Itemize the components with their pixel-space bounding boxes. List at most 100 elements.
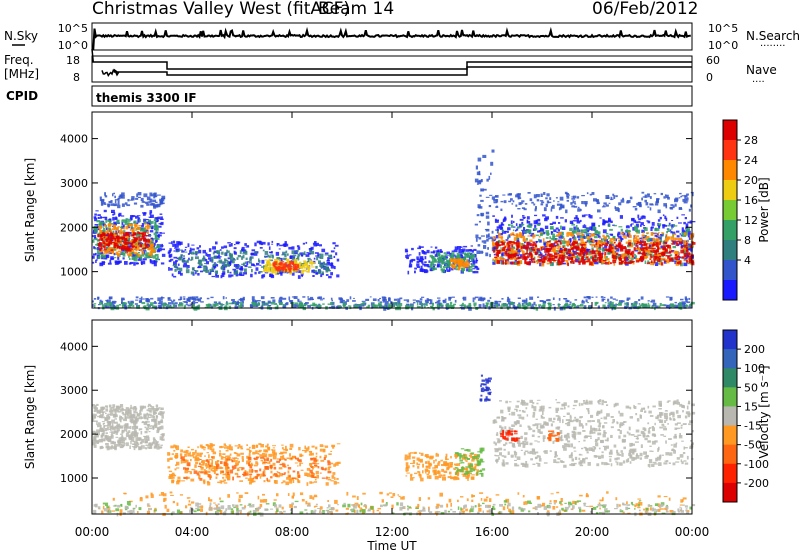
radar-cell	[209, 259, 214, 262]
radar-cell	[265, 445, 269, 448]
radar-cell	[151, 418, 156, 422]
radar-cell	[170, 299, 172, 301]
radar-cell	[148, 427, 153, 430]
radar-cell	[629, 244, 633, 248]
radar-cell	[686, 193, 689, 196]
radar-cell	[213, 265, 217, 268]
radar-cell	[218, 259, 223, 263]
radar-cell	[554, 255, 558, 259]
radar-cell	[657, 219, 661, 222]
radar-cell	[239, 302, 243, 305]
radar-cell	[608, 236, 610, 240]
radar-cell	[586, 251, 588, 255]
radar-cell	[104, 217, 108, 221]
radar-cell	[93, 253, 96, 256]
radar-cell	[190, 251, 195, 255]
radar-cell	[527, 221, 531, 224]
radar-cell	[426, 298, 429, 301]
radar-cell	[150, 222, 152, 225]
radar-cell	[311, 262, 316, 265]
radar-cell	[107, 219, 111, 222]
radar-cell	[639, 237, 642, 240]
radar-cell	[430, 251, 435, 254]
radar-cell	[229, 257, 234, 261]
radar-cell	[268, 256, 272, 258]
radar-cell	[336, 258, 340, 262]
radar-cell	[230, 259, 233, 263]
radar-cell	[113, 212, 116, 215]
radar-cell	[573, 255, 576, 258]
radar-cell	[226, 249, 228, 254]
radar-cell	[655, 305, 659, 309]
radar-cell	[421, 269, 426, 273]
radar-cell	[556, 238, 558, 240]
radar-cell	[628, 242, 631, 246]
radar-cell	[436, 264, 440, 268]
radar-cell	[121, 234, 123, 236]
radar-cell	[139, 233, 143, 237]
radar-cell	[619, 302, 622, 305]
radar-cell	[372, 298, 377, 301]
radar-cell	[601, 248, 606, 252]
radar-cell	[531, 260, 534, 263]
radar-cell	[271, 268, 274, 273]
radar-cell	[324, 263, 328, 265]
radar-cell	[111, 209, 115, 213]
radar-cell	[333, 247, 336, 250]
radar-cell	[649, 256, 653, 258]
radar-cell	[99, 245, 102, 249]
radar-cell	[291, 272, 295, 276]
radar-cell	[276, 273, 280, 275]
radar-cell	[533, 261, 536, 264]
radar-cell	[599, 259, 601, 263]
radar-cell	[113, 257, 117, 259]
radar-cell	[320, 265, 323, 269]
radar-cell	[127, 300, 130, 304]
radar-cell	[513, 257, 518, 260]
radar-cell	[117, 253, 121, 257]
radar-cell	[144, 417, 148, 420]
radar-cell	[516, 226, 521, 229]
radar-cell	[541, 228, 545, 233]
radar-cell	[666, 304, 670, 309]
radar-cell	[120, 433, 123, 435]
radar-cell	[659, 216, 662, 220]
radar-cell	[477, 204, 481, 208]
radar-cell	[92, 255, 95, 259]
radar-cell	[587, 236, 591, 240]
radar-cell	[450, 306, 455, 309]
radar-cell	[532, 234, 535, 239]
radar-cell	[536, 223, 541, 226]
radar-cell	[540, 262, 545, 267]
radar-cell	[145, 254, 150, 259]
radar-cell	[304, 263, 308, 267]
radar-cell	[276, 257, 281, 260]
radar-cell	[156, 219, 159, 222]
radar-cell	[594, 240, 598, 242]
radar-cell	[462, 259, 466, 262]
radar-cell	[105, 432, 108, 434]
radar-cell	[219, 261, 223, 264]
radar-cell	[521, 200, 525, 203]
radar-cell	[270, 301, 275, 305]
radar-cell	[299, 305, 303, 308]
radar-cell	[130, 244, 133, 247]
radar-cell	[318, 304, 322, 309]
radar-cell	[665, 233, 668, 236]
radar-cell	[220, 303, 223, 307]
radar-cell	[579, 254, 583, 258]
radar-cell	[657, 259, 661, 263]
radar-cell	[132, 426, 136, 430]
radar-cell	[319, 256, 324, 259]
radar-cell	[665, 217, 668, 222]
radar-cell	[524, 246, 529, 250]
radar-cell	[615, 248, 620, 252]
radar-cell	[218, 301, 221, 304]
radar-cell	[145, 447, 148, 450]
radar-cell	[440, 302, 443, 306]
radar-cell	[196, 305, 200, 308]
radar-cell	[388, 297, 391, 301]
radar-cell	[114, 418, 117, 420]
radar-cell	[119, 404, 124, 408]
radar-cell	[384, 305, 386, 309]
